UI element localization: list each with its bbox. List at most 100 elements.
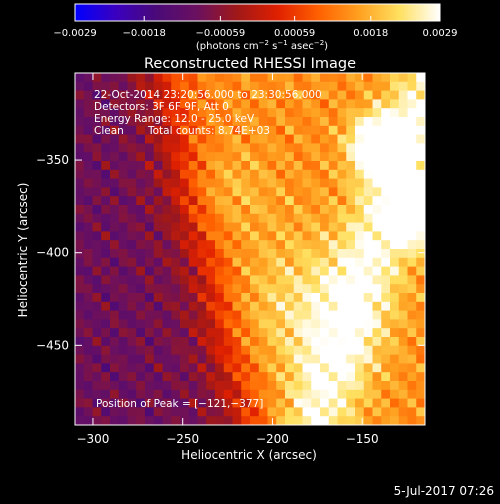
heatmap-pixel [258,187,268,197]
heatmap-pixel [355,161,365,171]
heatmap-pixel [83,81,93,91]
heatmap-pixel [250,178,260,188]
heatmap-pixel [162,275,172,285]
heatmap-pixel [171,381,181,391]
heatmap-pixel [153,213,163,223]
heatmap-pixel [250,301,260,311]
heatmap-pixel [372,275,382,285]
heatmap-pixel [328,196,338,206]
heatmap-pixel [241,310,251,320]
heatmap-pixel [267,187,277,197]
heatmap-pixel [407,143,417,153]
heatmap-pixel [267,389,277,399]
heatmap-pixel [223,266,233,276]
heatmap-pixel [110,187,120,197]
heatmap-pixel [232,90,242,100]
heatmap-pixel [302,134,312,144]
heatmap-pixel [180,407,190,417]
heatmap-pixel [153,152,163,162]
heatmap-pixel [398,134,408,144]
heatmap-pixel [320,161,330,171]
heatmap-pixel [285,381,295,391]
heatmap-pixel [250,398,260,408]
heatmap-pixel [258,389,268,399]
heatmap-pixel [136,354,146,364]
heatmap-pixel [127,152,137,162]
heatmap-pixel [311,319,321,329]
heatmap-pixel [171,257,181,267]
heatmap-pixel [328,81,338,91]
heatmap-pixel [188,257,198,267]
heatmap-pixel [285,275,295,285]
heatmap-pixel [337,257,347,267]
heatmap-pixel [311,222,321,232]
heatmap-pixel [390,293,400,303]
heatmap-pixel [285,363,295,373]
heatmap-pixel [171,143,181,153]
heatmap-pixel [346,143,356,153]
heatmap-pixel [223,381,233,391]
info-total-counts: Total counts: 8.74E+03 [147,125,270,137]
heatmap-pixel [118,213,128,223]
heatmap-pixel [276,398,286,408]
heatmap-pixel [118,416,128,425]
heatmap-pixel [145,117,155,127]
heatmap-pixel [92,249,102,259]
heatmap-pixel [285,319,295,329]
heatmap-pixel [250,407,260,417]
heatmap-pixel [241,328,251,338]
heatmap-pixel [390,345,400,355]
heatmap-pixel [276,266,286,276]
heatmap-pixel [267,143,277,153]
heatmap-pixel [390,222,400,232]
heatmap-pixel [302,389,312,399]
heatmap-pixel [337,345,347,355]
heatmap-pixel [258,249,268,259]
heatmap-pixel [162,381,172,391]
heatmap-pixel [92,134,102,144]
heatmap-pixel [136,152,146,162]
heatmap-pixel [83,249,93,259]
heatmap-pixel [162,117,172,127]
heatmap-pixel [136,416,146,425]
heatmap-pixel [241,240,251,250]
heatmap-pixel [101,328,111,338]
heatmap-pixel [337,143,347,153]
heatmap-pixel [206,381,216,391]
heatmap-pixel [276,196,286,206]
heatmap-pixel [337,213,347,223]
heatmap-pixel [118,73,128,83]
heatmap-pixel [285,345,295,355]
heatmap-pixel [127,213,137,223]
heatmap-pixel [153,99,163,109]
heatmap-pixel [355,117,365,127]
heatmap-pixel [215,187,225,197]
heatmap-pixel [92,117,102,127]
heatmap-pixel [75,240,85,250]
heatmap-pixel [241,293,251,303]
heatmap-pixel [285,231,295,241]
heatmap-pixel [75,293,85,303]
heatmap-pixel [363,266,373,276]
heatmap-pixel [197,134,207,144]
heatmap-pixel [320,222,330,232]
heatmap-pixel [302,196,312,206]
heatmap-pixel [276,117,286,127]
heatmap-pixel [188,213,198,223]
heatmap-pixel [136,178,146,188]
heatmap-pixel [267,328,277,338]
heatmap-pixel [101,117,111,127]
heatmap-pixel [75,178,85,188]
heatmap-pixel [101,275,111,285]
heatmap-pixel [223,363,233,373]
heatmap-pixel [136,143,146,153]
heatmap-pixel [127,178,137,188]
heatmap-pixel [337,117,347,127]
heatmap-pixel [162,328,172,338]
heatmap-pixel [328,187,338,197]
heatmap-pixel [320,266,330,276]
heatmap-pixel [355,99,365,109]
heatmap-pixel [337,293,347,303]
heatmap-pixel [407,99,417,109]
heatmap-pixel [381,213,391,223]
